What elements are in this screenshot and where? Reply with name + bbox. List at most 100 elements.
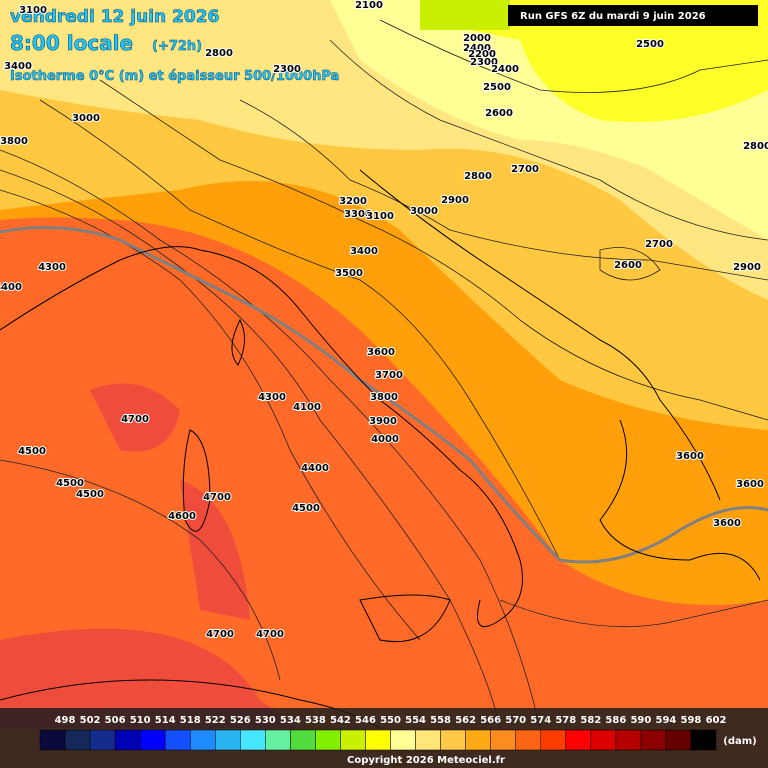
contour-label: 2800 (743, 141, 768, 152)
color-swatch (189, 729, 216, 751)
color-swatch (265, 729, 291, 751)
contour-label: 2300 (470, 57, 498, 68)
contour-label: 2700 (511, 164, 539, 175)
warm-zone (180, 480, 250, 620)
contour-label: 4700 (121, 414, 149, 425)
coastlines (0, 169, 761, 729)
color-swatch (139, 729, 166, 751)
colorbar-label: 506 (105, 715, 126, 726)
contour-label: 2900 (733, 262, 761, 273)
contour-label: 4300 (38, 262, 66, 273)
contour-label: 2400 (463, 43, 491, 54)
contour-label: 3900 (369, 416, 397, 427)
contour-label: 2800 (205, 48, 233, 59)
color-swatch (565, 729, 592, 751)
contour-label: 2400 (491, 64, 519, 75)
warm-zone (90, 383, 180, 452)
color-swatch (540, 729, 567, 751)
contour-label: 3800 (370, 392, 398, 403)
colorbar-label: 602 (706, 715, 727, 726)
colorbar-label: 538 (305, 715, 326, 726)
colorbar-label: 518 (180, 715, 201, 726)
colorbar-label: 582 (580, 715, 601, 726)
contour-label: 3600 (676, 451, 704, 462)
contour-label: 3700 (375, 370, 403, 381)
colorbar-label: 562 (455, 715, 476, 726)
colorbar-label: 498 (55, 715, 76, 726)
contour-label: 2700 (645, 239, 673, 250)
contour-label: 3600 (736, 479, 764, 490)
contour-label: 3500 (335, 268, 363, 279)
color-swatch (490, 729, 516, 751)
date: vendredi 12 juin 2026 (10, 7, 219, 27)
contour-label: 4400 (301, 463, 329, 474)
color-swatch (240, 729, 266, 751)
contour-label: 2300 (273, 64, 301, 75)
color-swatch (89, 729, 116, 751)
contours (0, 19, 768, 729)
contour-label: 2000 (463, 33, 491, 44)
contour-label: 4500 (56, 478, 84, 489)
colorbar-label: 574 (530, 715, 551, 726)
colorbar-label: 510 (130, 715, 151, 726)
color-swatch (290, 729, 316, 751)
contour-label: 2200 (468, 49, 496, 60)
colorbar-label: 554 (405, 715, 426, 726)
color-swatch (340, 729, 366, 751)
colorbar-label: 534 (280, 715, 301, 726)
colorbar-label: 546 (355, 715, 376, 726)
color-swatch (615, 729, 642, 751)
color-swatch (640, 729, 667, 751)
colorbar-label: 594 (655, 715, 676, 726)
color-swatch (665, 729, 692, 751)
contour-label: 2500 (483, 82, 511, 93)
colorbar-unit: (dam) (723, 736, 756, 747)
color-swatch (164, 729, 191, 751)
contour-label: 3400 (350, 246, 378, 257)
colorbar: 498 502 506 510 514 518 522 526 530 534 538 542 546 5… (39, 715, 727, 751)
contour-label: 4700 (206, 629, 234, 640)
time: 8:00 locale (10, 31, 133, 55)
colorbar-label: 558 (430, 715, 451, 726)
subtitle: Isotherme 0°C (m) et épaisseur 500/1000h… (10, 69, 339, 84)
colorbar-label: 526 (230, 715, 251, 726)
colorbar-label: 566 (480, 715, 501, 726)
contour-label: 2600 (485, 108, 513, 119)
color-swatch (215, 729, 241, 751)
contour-label: 3600 (367, 347, 395, 358)
color-swatch (64, 729, 91, 751)
contour-label: 2900 (441, 195, 469, 206)
contour-label: 3800 (0, 136, 28, 147)
contour-label: 4000 (371, 434, 399, 445)
run-info: Run GFS 6Z du mardi 9 juin 2026 (520, 11, 706, 22)
color-swatch (415, 729, 441, 751)
color-swatch (390, 729, 416, 751)
contour-labels: 3100340030003800280023002100200024002200… (0, 0, 768, 641)
contour-label: 2800 (464, 171, 492, 182)
colorbar-label: 586 (605, 715, 626, 726)
contour-label: 4700 (203, 492, 231, 503)
contour-label: 2500 (636, 39, 664, 50)
colorbar-label: 530 (255, 715, 276, 726)
contour-label: 3300 (344, 209, 372, 220)
contour-label: 4300 (258, 392, 286, 403)
color-swatch (440, 729, 466, 751)
contour-label: 4500 (76, 489, 104, 500)
color-swatch (690, 729, 717, 751)
warm-zone (0, 628, 300, 728)
contour-label: 4400 (0, 282, 22, 293)
contour-label: 4700 (256, 629, 284, 640)
color-swatch (515, 729, 541, 751)
copyright: Copyright 2026 Meteociel.fr (347, 755, 505, 766)
colorbar-label: 550 (380, 715, 401, 726)
contour-label: 2600 (614, 260, 642, 271)
colorbar-label: 590 (630, 715, 651, 726)
colorbar-label: 598 (681, 715, 702, 726)
contour-label: 3000 (410, 206, 438, 217)
colorbar-label: 502 (80, 715, 101, 726)
colorbar-label: 570 (505, 715, 526, 726)
color-swatch (365, 729, 391, 751)
zone (420, 0, 510, 30)
color-swatch (114, 729, 141, 751)
contour-label: 3100 (19, 5, 47, 16)
